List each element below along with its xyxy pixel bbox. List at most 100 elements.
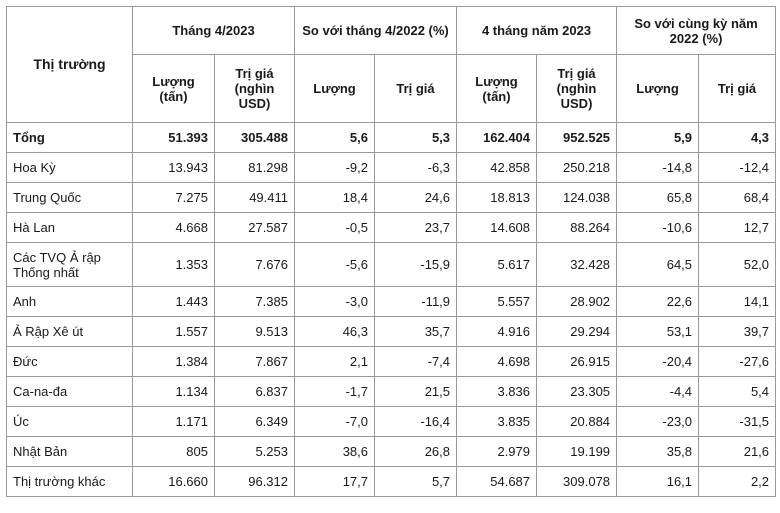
cell-value: 6.837 <box>214 376 295 407</box>
cell-value: 96.312 <box>214 466 295 497</box>
cell-market: Tổng <box>6 122 133 153</box>
cell-value: 1.134 <box>132 376 215 407</box>
subheader-val: Trị giá <box>373 54 458 123</box>
cell-value: 23.305 <box>536 376 618 407</box>
header-month: Tháng 4/2023 <box>132 6 295 55</box>
cell-value: 5,3 <box>373 122 458 153</box>
cell-value: -1,7 <box>294 376 375 407</box>
cell-value: 39,7 <box>698 316 777 347</box>
cell-value: 88.264 <box>536 212 618 243</box>
cell-value: 26,8 <box>373 436 458 467</box>
cell-value: 17,7 <box>294 466 375 497</box>
cell-value: 5.617 <box>456 242 538 287</box>
cell-value: -4,4 <box>616 376 700 407</box>
market-table: Thị trường Tháng 4/2023 So với tháng 4/2… <box>6 6 777 497</box>
cell-value: 14,1 <box>698 286 777 317</box>
cell-value: -5,6 <box>294 242 375 287</box>
cell-value: 124.038 <box>536 182 618 213</box>
cell-value: 5.557 <box>456 286 538 317</box>
table-row: Nhật Bản 805 5.253 38,6 26,8 2.979 19.19… <box>6 436 777 467</box>
cell-value: 53,1 <box>616 316 700 347</box>
cell-value: -15,9 <box>373 242 458 287</box>
cell-value: 29.294 <box>536 316 618 347</box>
subheader-val-unit: Trị giá (nghìn USD) <box>214 54 295 123</box>
header-compare-year: So với cùng kỳ năm 2022 (%) <box>616 6 777 55</box>
table-row: Trung Quốc 7.275 49.411 18,4 24,6 18.813… <box>6 182 777 213</box>
cell-value: 16,1 <box>616 466 700 497</box>
cell-value: 68,4 <box>698 182 777 213</box>
cell-value: 26.915 <box>536 346 618 377</box>
subheader-val: Trị giá <box>698 54 777 123</box>
header-compare-month: So với tháng 4/2022 (%) <box>293 6 458 55</box>
cell-value: 52,0 <box>698 242 777 287</box>
table-row: Đức 1.384 7.867 2,1 -7,4 4.698 26.915 -2… <box>6 346 777 377</box>
cell-value: -20,4 <box>616 346 700 377</box>
cell-market: Thị trường khác <box>6 466 133 497</box>
cell-value: 14.608 <box>456 212 538 243</box>
cell-value: 32.428 <box>536 242 618 287</box>
cell-value: 18,4 <box>294 182 375 213</box>
table-row: Ca-na-đa 1.134 6.837 -1,7 21,5 3.836 23.… <box>6 376 777 407</box>
cell-market: Đức <box>6 346 133 377</box>
cell-value: 1.443 <box>132 286 215 317</box>
cell-value: -7,4 <box>373 346 458 377</box>
cell-value: 4.916 <box>456 316 538 347</box>
table-row: Các TVQ Ả rập Thống nhất 1.353 7.676 -5,… <box>6 242 777 287</box>
cell-value: -16,4 <box>373 406 458 437</box>
cell-value: 305.488 <box>214 122 295 153</box>
table-row-total: Tổng 51.393 305.488 5,6 5,3 162.404 952.… <box>6 122 777 153</box>
cell-value: -27,6 <box>698 346 777 377</box>
cell-value: -9,2 <box>294 152 375 183</box>
cell-value: 6.349 <box>214 406 295 437</box>
cell-value: 20.884 <box>536 406 618 437</box>
cell-value: 65,8 <box>616 182 700 213</box>
cell-value: 4,3 <box>698 122 777 153</box>
cell-value: -10,6 <box>616 212 700 243</box>
cell-value: -3,0 <box>294 286 375 317</box>
cell-value: 3.836 <box>456 376 538 407</box>
cell-value: 12,7 <box>698 212 777 243</box>
cell-value: -23,0 <box>616 406 700 437</box>
cell-value: 19.199 <box>536 436 618 467</box>
cell-value: 35,8 <box>616 436 700 467</box>
cell-market: Anh <box>6 286 133 317</box>
cell-value: -11,9 <box>373 286 458 317</box>
cell-value: 9.513 <box>214 316 295 347</box>
table-header: Thị trường Tháng 4/2023 So với tháng 4/2… <box>6 6 777 123</box>
cell-value: 7.385 <box>214 286 295 317</box>
cell-value: 18.813 <box>456 182 538 213</box>
cell-value: 5,6 <box>294 122 375 153</box>
cell-value: -0,5 <box>294 212 375 243</box>
table-row: Úc 1.171 6.349 -7,0 -16,4 3.835 20.884 -… <box>6 406 777 437</box>
table-row: Hà Lan 4.668 27.587 -0,5 23,7 14.608 88.… <box>6 212 777 243</box>
table-body: Tổng 51.393 305.488 5,6 5,3 162.404 952.… <box>6 122 777 497</box>
table-row: Thị trường khác 16.660 96.312 17,7 5,7 5… <box>6 466 777 497</box>
cell-value: 3.835 <box>456 406 538 437</box>
cell-value: 952.525 <box>536 122 618 153</box>
cell-value: 1.557 <box>132 316 215 347</box>
cell-value: 46,3 <box>294 316 375 347</box>
cell-value: 7.676 <box>214 242 295 287</box>
cell-value: 805 <box>132 436 215 467</box>
cell-value: 5,4 <box>698 376 777 407</box>
cell-value: 23,7 <box>373 212 458 243</box>
cell-value: 1.353 <box>132 242 215 287</box>
cell-value: 162.404 <box>456 122 538 153</box>
cell-value: 22,6 <box>616 286 700 317</box>
cell-value: 42.858 <box>456 152 538 183</box>
cell-value: 1.384 <box>132 346 215 377</box>
cell-market: Úc <box>6 406 133 437</box>
cell-value: 28.902 <box>536 286 618 317</box>
cell-market: Nhật Bản <box>6 436 133 467</box>
cell-value: 7.275 <box>132 182 215 213</box>
cell-market: Trung Quốc <box>6 182 133 213</box>
table-row: Anh 1.443 7.385 -3,0 -11,9 5.557 28.902 … <box>6 286 777 317</box>
cell-value: 2,1 <box>294 346 375 377</box>
cell-value: 5,9 <box>616 122 700 153</box>
subheader-qty: Lượng <box>616 54 700 123</box>
cell-value: 4.698 <box>456 346 538 377</box>
cell-value: 54.687 <box>456 466 538 497</box>
cell-value: 2,2 <box>698 466 777 497</box>
cell-value: -31,5 <box>698 406 777 437</box>
cell-value: 21,5 <box>373 376 458 407</box>
